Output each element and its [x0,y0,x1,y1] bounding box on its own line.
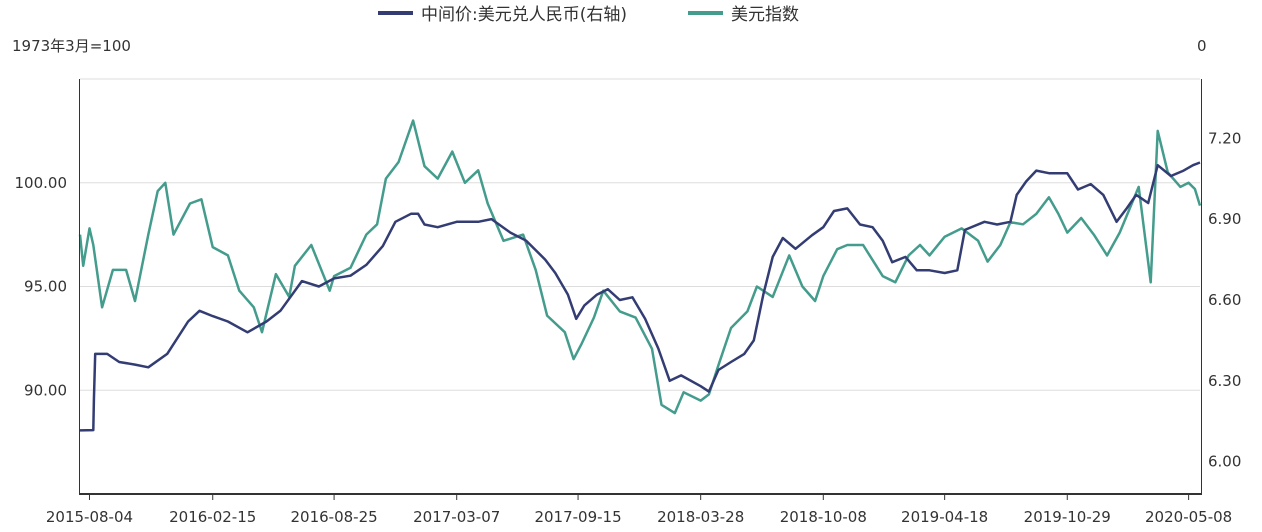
x-tick-label: 2019-04-18 [901,508,988,526]
x-tick-label: 2018-10-08 [780,508,867,526]
x-tick-label: 2017-09-15 [534,508,621,526]
series-layer [78,119,1202,432]
right-axis-top-label: 0 [1197,37,1207,55]
x-tick-label: 2017-03-07 [413,508,500,526]
legend-label-cny: 中间价:美元兑人民币(右轴) [421,5,627,25]
left-axis-unit-label: 1973年3月=100 [12,37,131,55]
right-tick-label: 7.20 [1208,129,1241,147]
left-tick-label: 90.00 [24,381,67,399]
x-tick-label: 2016-08-25 [290,508,377,526]
left-tick-label: 100.00 [15,174,68,192]
x-tick-label: 2015-08-04 [46,508,133,526]
x-tick-label: 2018-03-28 [657,508,744,526]
x-tick-label: 2019-10-29 [1024,508,1111,526]
series-line-cny [79,161,1201,432]
x-axis-ticks: 2015-08-04 2016-02-15 2016-08-25 2017-03-07… [46,494,1232,526]
right-tick-label: 6.60 [1208,291,1241,309]
legend: 中间价:美元兑人民币(右轴) 美元指数 [378,5,799,25]
series-line-dxy [78,119,1202,415]
right-tick-label: 6.30 [1208,372,1241,390]
legend-label-dxy: 美元指数 [731,5,799,25]
left-tick-label: 95.00 [24,278,67,296]
left-axis-ticks: 90.00 95.00 100.00 [15,174,68,400]
x-tick-label: 2020-05-08 [1145,508,1232,526]
x-tick-label: 2016-02-15 [169,508,256,526]
left-gridlines [80,182,1200,391]
right-tick-label: 6.00 [1208,453,1241,471]
right-axis-ticks: 6.00 6.30 6.60 6.90 7.20 [1208,129,1241,470]
right-tick-label: 6.90 [1208,210,1241,228]
